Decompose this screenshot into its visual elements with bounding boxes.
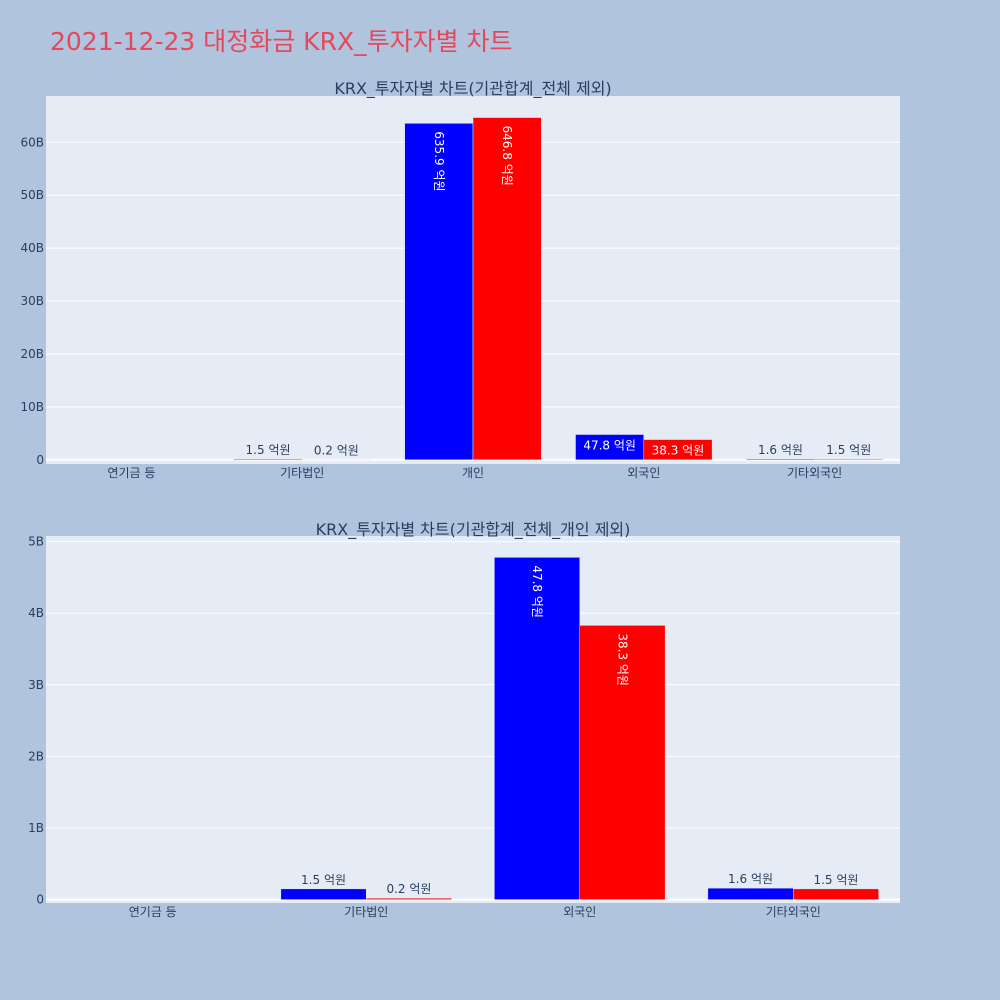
- bar[interactable]: [404, 123, 474, 461]
- x-tick-label: 기타법인: [344, 905, 388, 919]
- data-label: 1.6 억원: [728, 872, 773, 886]
- y-tick-label: 10B: [20, 400, 44, 414]
- bar[interactable]: [494, 557, 581, 900]
- data-label: 1.6 억원: [758, 443, 803, 457]
- x-tick-label: 기타외국인: [787, 466, 842, 480]
- page-title: 2021-12-23 대정화금 KRX_투자자별 차트: [50, 27, 513, 56]
- bar[interactable]: [707, 887, 794, 900]
- bar[interactable]: [575, 434, 645, 461]
- data-label: 1.5 억원: [246, 443, 291, 457]
- data-label: 38.3 억원: [652, 444, 705, 458]
- data-label: 1.5 억원: [813, 873, 858, 887]
- bar[interactable]: [280, 888, 367, 900]
- data-label: 47.8 억원: [583, 439, 636, 453]
- plot-background: [46, 536, 900, 903]
- bar[interactable]: [579, 625, 666, 900]
- data-label: 38.3 억원: [615, 633, 629, 686]
- bar[interactable]: [793, 888, 879, 900]
- x-tick-label: 외국인: [563, 905, 596, 919]
- y-tick-label: 2B: [28, 749, 44, 763]
- bar[interactable]: [643, 439, 713, 461]
- y-tick-label: 3B: [28, 678, 44, 692]
- bar[interactable]: [233, 458, 303, 461]
- bar[interactable]: [366, 897, 452, 900]
- x-tick-label: 외국인: [627, 466, 660, 480]
- y-tick-label: 50B: [20, 188, 44, 202]
- y-tick-label: 1B: [28, 821, 44, 835]
- data-label: 47.8 억원: [530, 565, 544, 618]
- bar[interactable]: [472, 117, 542, 461]
- y-tick-label: 40B: [20, 241, 44, 255]
- x-tick-label: 개인: [462, 466, 484, 480]
- data-label: 646.8 억원: [500, 126, 514, 186]
- x-tick-label: 연기금 등: [129, 905, 177, 919]
- y-tick-label: 4B: [28, 606, 44, 620]
- y-tick-label: 0: [36, 893, 44, 907]
- y-tick-label: 60B: [20, 135, 44, 149]
- x-tick-label: 기타법인: [280, 466, 324, 480]
- bar[interactable]: [746, 458, 815, 461]
- y-tick-label: 5B: [28, 535, 44, 549]
- data-label: 635.9 억원: [432, 131, 446, 191]
- x-tick-label: 연기금 등: [107, 466, 155, 480]
- data-label: 1.5 억원: [301, 873, 346, 887]
- data-label: 0.2 억원: [314, 444, 359, 458]
- data-label: 0.2 억원: [386, 882, 431, 896]
- y-tick-label: 30B: [20, 294, 44, 308]
- y-tick-label: 0: [36, 453, 44, 467]
- bar[interactable]: [814, 458, 884, 461]
- chart-title: KRX_투자자별 차트(기관합계_전체_개인 제외): [316, 520, 631, 540]
- data-label: 1.5 억원: [826, 443, 871, 457]
- chart-1: 0 10B 20B 30B 40B 50B 60B 연기금 등 기타법인 1.5 억원 0.2 억원…: [20, 79, 900, 480]
- x-tick-label: 기타외국인: [766, 905, 821, 919]
- y-tick-label: 20B: [20, 347, 44, 361]
- chart-title: KRX_투자자별 차트(기관합계_전체 제외): [334, 79, 611, 99]
